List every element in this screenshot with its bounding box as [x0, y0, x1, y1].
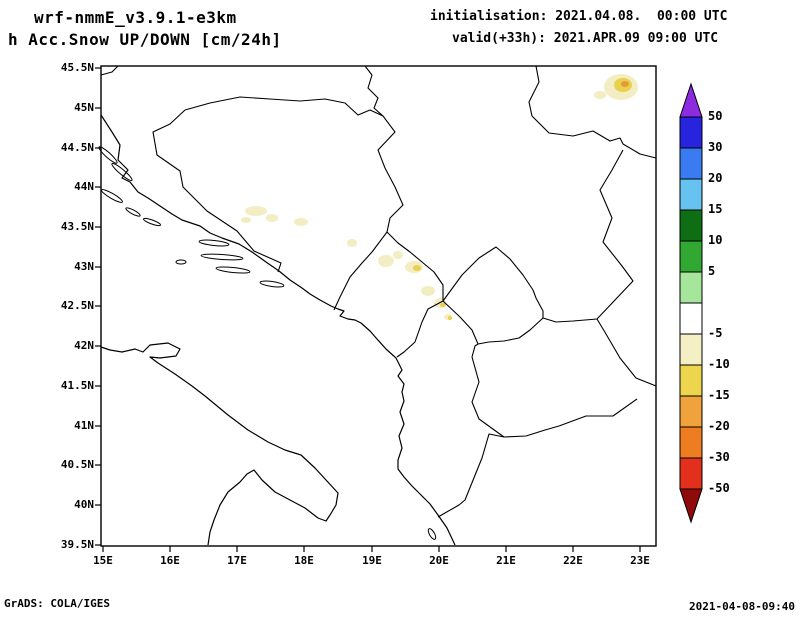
- border-serbia-romania: [528, 65, 657, 159]
- colorbar-segment: [679, 302, 703, 335]
- snow-patch: [347, 239, 357, 247]
- snow-patch: [241, 217, 251, 223]
- snow-patches-layer: [241, 74, 638, 320]
- map-frame: [100, 65, 657, 547]
- init-time-label: initialisation: 2021.04.08. 00:00 UTC: [430, 9, 728, 24]
- colorbar-segment: [679, 271, 703, 304]
- colorbar-segment: [679, 333, 703, 366]
- snow-patch: [440, 303, 446, 307]
- axis-ticks: [95, 67, 641, 552]
- grads-credit: GrADS: COLA/IGES: [4, 597, 110, 610]
- colorbar-segment: [679, 426, 703, 459]
- border-serbia-bulgaria: [596, 149, 634, 320]
- border-croatia-bosnia-west: [152, 109, 282, 273]
- country-borders: [100, 65, 657, 518]
- coastline-adriatic-east: [100, 114, 456, 546]
- border-kosovo: [442, 246, 544, 345]
- snow-patch: [448, 316, 452, 320]
- colorbar-below-arrow: [679, 488, 703, 524]
- coastlines: [100, 114, 456, 546]
- colorbar-segment: [679, 364, 703, 397]
- snow-patch: [266, 214, 278, 222]
- colorbar-segment: [679, 395, 703, 428]
- model-title: wrf-nmmE_v3.9.1-e3km: [34, 8, 237, 27]
- border-macedonia-bulgaria: [596, 318, 657, 387]
- generation-timestamp: 2021-04-08-09:40: [689, 600, 795, 613]
- snow-patch: [245, 206, 267, 216]
- colorbar-segment: [679, 178, 703, 211]
- colorbar-segment: [679, 116, 703, 149]
- colorbar-above-arrow: [679, 82, 703, 118]
- border-slovenia-croatia: [100, 65, 119, 76]
- colorbar: [679, 82, 703, 524]
- snow-patch: [413, 265, 421, 271]
- colorbar-segment: [679, 457, 703, 490]
- border-albania-macedonia: [471, 343, 505, 438]
- valid-time-label: valid(+33h): 2021.APR.09 09:00 UTC: [452, 31, 719, 46]
- snow-patch: [378, 255, 394, 267]
- border-macedonia-greece: [503, 398, 638, 438]
- snow-patch: [393, 251, 403, 259]
- border-montenegro: [333, 231, 444, 358]
- border-sava-croatia-bosnia: [184, 96, 384, 117]
- snow-patch: [421, 286, 435, 296]
- island-outlines: [98, 146, 437, 540]
- border-croatia-serbia-danube: [364, 65, 384, 117]
- colorbar-segment: [679, 209, 703, 242]
- snow-patch: [294, 218, 308, 226]
- border-albania-greece: [437, 433, 505, 518]
- snow-patch: [594, 91, 606, 99]
- border-bosnia-serbia-drina: [377, 115, 404, 233]
- variable-title: h Acc.Snow UP/DOWN [cm/24h]: [8, 30, 282, 49]
- coastline-italy: [100, 342, 339, 546]
- snow-patch: [621, 81, 629, 87]
- colorbar-segment: [679, 147, 703, 180]
- colorbar-segment: [679, 240, 703, 273]
- border-serbia-macedonia: [542, 317, 598, 323]
